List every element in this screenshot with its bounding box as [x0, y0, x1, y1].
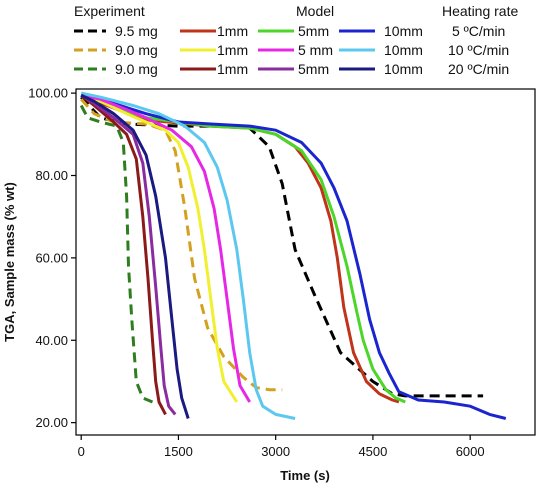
series-line-0 — [80, 96, 484, 398]
legend-label-model-5mm-1: 5mm — [298, 23, 329, 39]
legend-label-model-10mm-2: 10mm — [384, 42, 423, 58]
x-tick-label: 4500 — [358, 444, 387, 459]
legend-label-rate-2: 10 ºC/min — [448, 42, 509, 58]
legend-label-model-1mm-2: 1mm — [217, 42, 248, 58]
legend-label-model-5mm-2: 5 mm — [298, 42, 333, 58]
series-line-7 — [80, 93, 251, 403]
legend-label-exp-3: 9.0 mg — [115, 61, 158, 77]
legend-header-model: Model — [296, 3, 334, 19]
legend-label-model-10mm-1: 10mm — [384, 23, 423, 39]
series-line-10 — [80, 93, 177, 416]
series-layer — [79, 91, 507, 420]
legend-label-rate-3: 20 ºC/min — [448, 61, 509, 77]
y-tick-label: 40.00 — [35, 333, 68, 348]
legend-header-heating-rate: Heating rate — [442, 3, 518, 19]
series-line-8 — [80, 91, 296, 420]
series-line-11 — [80, 93, 190, 419]
x-tick-label: 6000 — [456, 444, 485, 459]
legend-label-exp-2: 9.0 mg — [115, 42, 158, 58]
x-tick-label: 3000 — [261, 444, 290, 459]
y-tick-label: 100.00 — [28, 86, 68, 101]
series-line-5 — [80, 93, 507, 420]
legend-label-model-10mm-3: 10mm — [384, 61, 423, 77]
axis-layer: 0 1500 3000 4500 6000 20.00 40.00 60.00 80.00 100… — [28, 86, 484, 459]
legend-label-exp-1: 9.5 mg — [115, 23, 158, 39]
x-tick-label: 0 — [78, 444, 85, 459]
legend-label-model-1mm-3: 1mm — [217, 61, 248, 77]
series-line-1 — [80, 98, 283, 392]
y-tick-label: 60.00 — [35, 250, 68, 265]
legend-label-model-5mm-3: 5mm — [298, 61, 329, 77]
legend-header-experiment: Experiment — [74, 3, 145, 19]
legend-label-model-1mm-1: 1mm — [217, 23, 248, 39]
y-tick-label: 20.00 — [35, 415, 68, 430]
plot-frame — [75, 88, 536, 436]
series-line-9 — [80, 94, 167, 416]
y-tick-label: 80.00 — [35, 168, 68, 183]
legend-label-rate-1: 5 ºC/min — [452, 23, 505, 39]
x-axis-label: Time (s) — [280, 468, 330, 483]
x-tick-label: 1500 — [164, 444, 193, 459]
series-line-6 — [80, 93, 239, 403]
y-axis-label: TGA, Sample mass (% wt) — [2, 182, 17, 342]
series-line-2 — [79, 104, 154, 404]
